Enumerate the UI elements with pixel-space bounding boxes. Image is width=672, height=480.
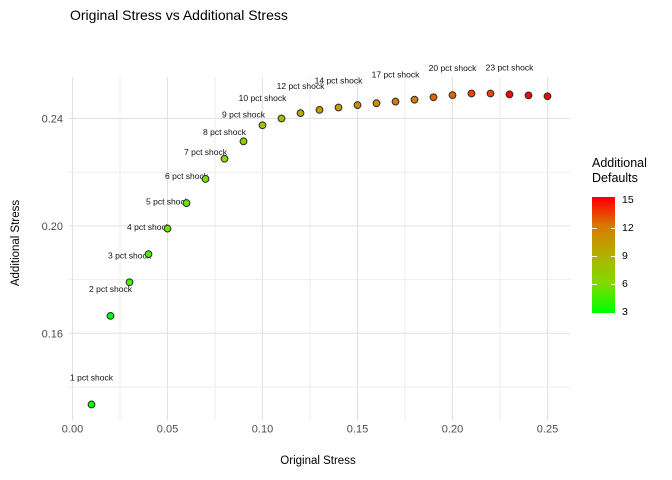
data-point — [410, 95, 419, 104]
legend-title-line2: Defaults — [592, 171, 638, 185]
legend-break-label: 3 — [622, 305, 628, 318]
y-axis-tick-label: 0.16 — [42, 328, 63, 340]
y-axis-title: Additional Stress — [10, 199, 22, 287]
data-point — [486, 89, 495, 98]
legend-break-label: 12 — [622, 221, 634, 234]
data-point — [106, 311, 115, 320]
point-label: 4 pct shock — [127, 222, 171, 232]
legend-tick-mark — [610, 227, 615, 229]
point-label: 6 pct shock — [165, 171, 209, 181]
x-axis-tick-label: 0.20 — [442, 424, 463, 436]
y-axis-tick-label: 0.20 — [42, 221, 63, 233]
point-label: 2 pct shock — [89, 284, 133, 294]
point-label: 3 pct shock — [108, 250, 152, 260]
x-axis-tick-label: 0.05 — [157, 424, 178, 436]
data-point — [163, 224, 172, 233]
data-point — [543, 92, 552, 101]
legend-title: Additional Defaults — [592, 156, 647, 186]
data-point — [125, 278, 134, 287]
legend-break-label: 6 — [622, 277, 628, 290]
data-point — [144, 250, 153, 258]
data-point — [391, 97, 400, 106]
data-point — [258, 121, 267, 130]
point-label: 14 pct shock — [315, 75, 363, 85]
point-label: 12 pct shock — [277, 81, 325, 91]
chart-title: Original Stress vs Additional Stress — [70, 7, 288, 23]
legend-break-label: 9 — [622, 249, 628, 262]
data-point — [353, 101, 362, 109]
x-axis-tick-label: 0.00 — [62, 424, 83, 436]
data-point — [448, 91, 457, 100]
data-point — [429, 93, 438, 102]
data-point — [296, 109, 305, 118]
y-axis-tick-label: 0.24 — [42, 114, 63, 126]
point-label: 5 pct shock — [146, 197, 190, 207]
point-label: 23 pct shock — [486, 62, 534, 72]
legend-title-line1: Additional — [592, 156, 647, 170]
point-label: 9 pct shock — [222, 109, 266, 119]
data-point — [239, 137, 248, 146]
point-label: 17 pct shock — [372, 70, 420, 80]
point-label: 10 pct shock — [239, 93, 287, 103]
data-point — [334, 103, 343, 112]
legend-tick-mark — [610, 283, 615, 285]
data-point — [505, 90, 514, 99]
legend-tick-mark — [610, 255, 615, 257]
data-point — [277, 114, 286, 123]
point-label: 7 pct shock — [184, 147, 228, 157]
data-point — [201, 175, 210, 183]
legend-break-label: 15 — [622, 193, 634, 206]
data-point — [87, 400, 96, 409]
legend-tick-mark — [592, 227, 597, 229]
data-point — [315, 106, 324, 114]
x-axis-tick-label: 0.15 — [347, 424, 368, 436]
data-point — [524, 91, 533, 100]
data-point — [220, 154, 229, 163]
legend-tick-mark — [592, 255, 597, 257]
x-axis-title: Original Stress — [280, 455, 356, 467]
legend-tick-mark — [592, 283, 597, 285]
legend-gradient-bar — [592, 197, 615, 313]
data-point — [182, 199, 191, 207]
data-point — [372, 99, 381, 108]
point-label: 1 pct shock — [70, 372, 114, 382]
x-axis-tick-label: 0.25 — [537, 424, 558, 436]
x-axis-tick-label: 0.10 — [252, 424, 273, 436]
point-label: 20 pct shock — [429, 63, 477, 73]
data-point — [467, 89, 476, 98]
point-label: 8 pct shock — [203, 127, 247, 137]
